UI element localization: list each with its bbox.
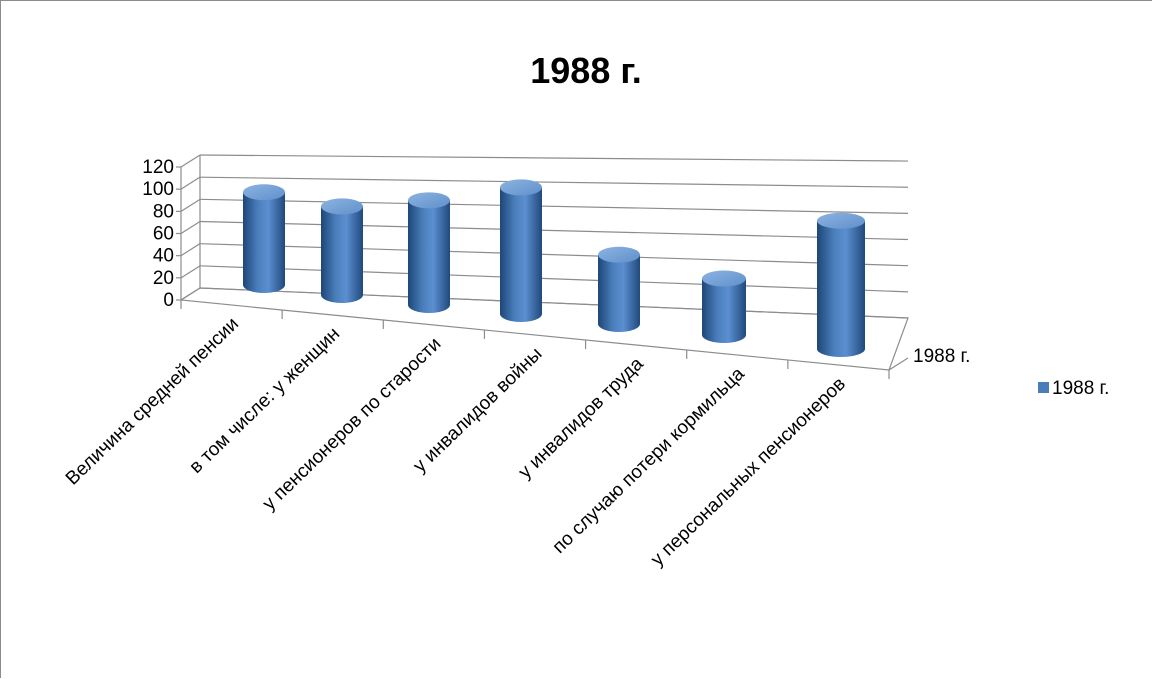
gridline [199, 154, 909, 162]
bar-cylinder [321, 198, 363, 303]
gridline [199, 243, 909, 267]
y-tick-label: 100 [142, 179, 174, 200]
category-label: по случаю потери кормильца [549, 363, 749, 558]
y-tick-label: 80 [153, 201, 174, 222]
legend: 1988 г. [1038, 378, 1109, 399]
bar-layer [243, 179, 865, 357]
chart-title: 1988 г. [530, 50, 641, 91]
bar-top [500, 179, 542, 196]
category-label: у инвалидов труда [515, 353, 648, 483]
bar-top [702, 270, 746, 287]
side-wall-line [180, 265, 201, 279]
y-tick-label: 0 [163, 290, 174, 311]
gridline [199, 176, 909, 188]
gridline [199, 287, 909, 319]
bar-body [243, 192, 285, 293]
y-tick-label: 40 [153, 246, 174, 267]
grid-layer [176, 154, 909, 379]
bar-top [408, 192, 450, 209]
side-wall-line [180, 220, 201, 235]
bar-top [817, 212, 865, 229]
y-tick-label: 60 [153, 224, 174, 245]
bar-body [500, 187, 542, 322]
bar-top [598, 246, 640, 263]
bar-cylinder [817, 212, 865, 357]
category-label: Величина средней пенсии [62, 313, 243, 489]
bar-cylinder [408, 192, 450, 313]
legend-swatch [1038, 382, 1049, 393]
bar-body [702, 278, 746, 343]
bar-top [243, 184, 285, 201]
bar-body [321, 206, 363, 303]
y-tick-label: 20 [153, 268, 174, 289]
bar-body [817, 220, 865, 357]
series-axis-label: 1988 г. [913, 346, 970, 367]
gridline [199, 198, 909, 214]
gridline [199, 220, 909, 241]
y-tick-label: 120 [142, 157, 174, 178]
bar-cylinder [243, 184, 285, 293]
bar-cylinder [598, 246, 640, 332]
bar-body [598, 254, 640, 332]
category-label: у пенсионеров по старости [259, 333, 446, 514]
side-wall-line [180, 154, 201, 168]
side-wall-line [180, 198, 201, 212]
bar-body [408, 200, 450, 313]
bar-cylinder [500, 179, 542, 322]
side-wall-line [180, 176, 201, 190]
legend-label: 1988 г. [1052, 378, 1109, 399]
side-wall-line [180, 243, 201, 257]
bar-cylinder [702, 270, 746, 343]
bar-top [321, 198, 363, 215]
category-label: у персональных пенсионеров [647, 373, 850, 570]
depth-axis [888, 357, 909, 371]
side-wall-line [180, 287, 201, 301]
gridline [199, 265, 909, 293]
